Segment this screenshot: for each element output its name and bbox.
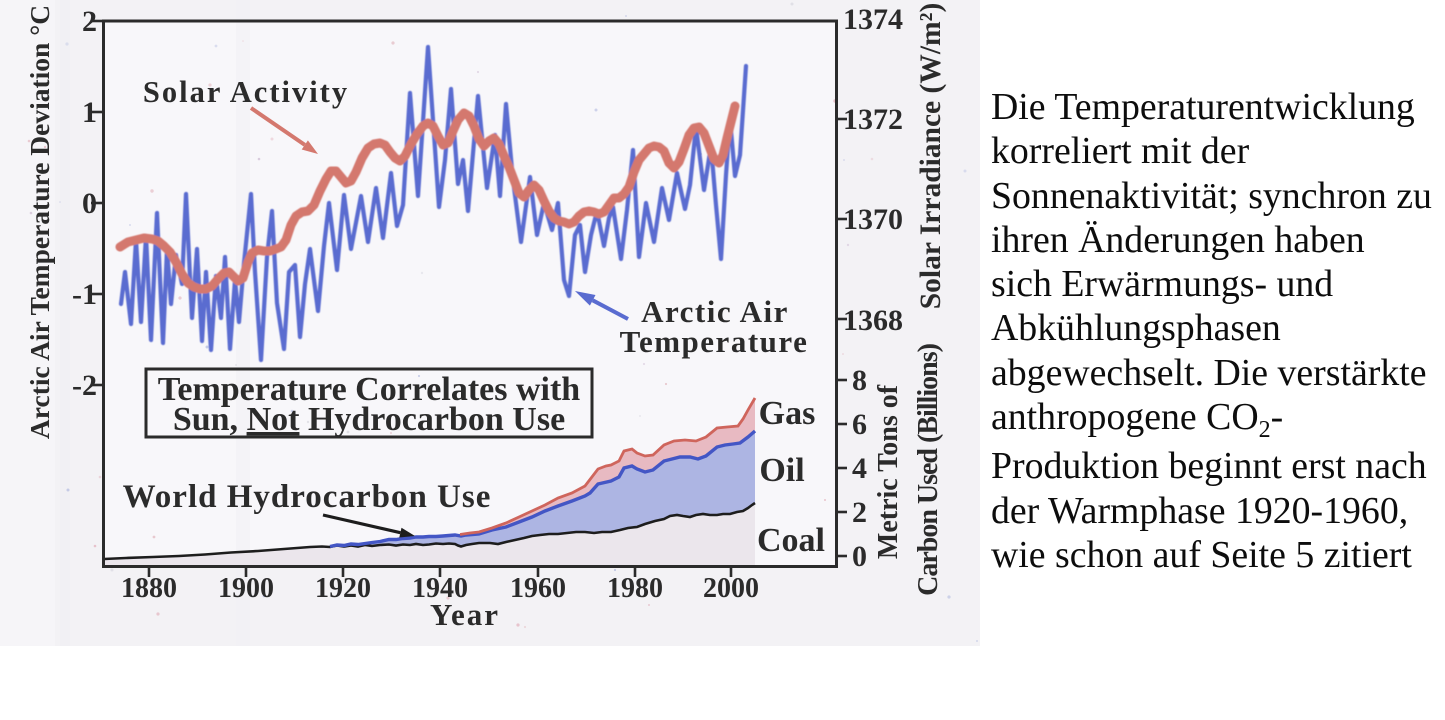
svg-text:1980: 1980: [607, 573, 663, 604]
svg-text:0: 0: [82, 187, 97, 220]
svg-text:Carbon Used (Billions): Carbon Used (Billions): [913, 343, 944, 595]
svg-text:1: 1: [82, 96, 97, 129]
svg-text:1900: 1900: [218, 573, 274, 604]
svg-text:Arctic Air Temperature Deviati: Arctic Air Temperature Deviation °C: [24, 5, 55, 439]
svg-text:2: 2: [852, 496, 867, 529]
svg-text:Solar Activity: Solar Activity: [143, 75, 349, 109]
svg-text:1920: 1920: [315, 573, 371, 604]
svg-text:Year: Year: [430, 597, 500, 632]
svg-text:1960: 1960: [510, 573, 566, 604]
svg-text:1940: 1940: [412, 573, 468, 604]
svg-text:1372: 1372: [843, 103, 903, 136]
svg-text:8: 8: [852, 364, 867, 397]
svg-text:2000: 2000: [703, 573, 759, 604]
svg-text:1374: 1374: [843, 3, 903, 36]
svg-text:6: 6: [852, 408, 867, 441]
svg-text:World Hydrocarbon Use: World Hydrocarbon Use: [123, 479, 492, 515]
svg-text:1368: 1368: [843, 304, 903, 337]
svg-text:Oil: Oil: [759, 452, 804, 489]
svg-text:2: 2: [82, 5, 97, 38]
svg-text:0: 0: [852, 540, 867, 573]
svg-text:Metric Tons of: Metric Tons of: [873, 384, 904, 559]
svg-text:Arctic Air: Arctic Air: [641, 294, 789, 329]
svg-text:Gas: Gas: [759, 395, 816, 432]
svg-text:Solar Irradiance (W/m²): Solar Irradiance (W/m²): [915, 3, 947, 310]
svg-text:-2: -2: [72, 369, 97, 402]
svg-text:1370: 1370: [843, 203, 903, 236]
svg-text:1880: 1880: [121, 573, 177, 604]
svg-text:Temperature: Temperature: [620, 324, 809, 359]
svg-text:Coal: Coal: [757, 522, 825, 559]
svg-text:-1: -1: [72, 278, 97, 311]
svg-text:Sun, Not Hydrocarbon Use: Sun, Not Hydrocarbon Use: [173, 401, 565, 438]
svg-text:4: 4: [852, 452, 867, 485]
svg-text:Temperature Correlates with: Temperature Correlates with: [158, 371, 580, 408]
